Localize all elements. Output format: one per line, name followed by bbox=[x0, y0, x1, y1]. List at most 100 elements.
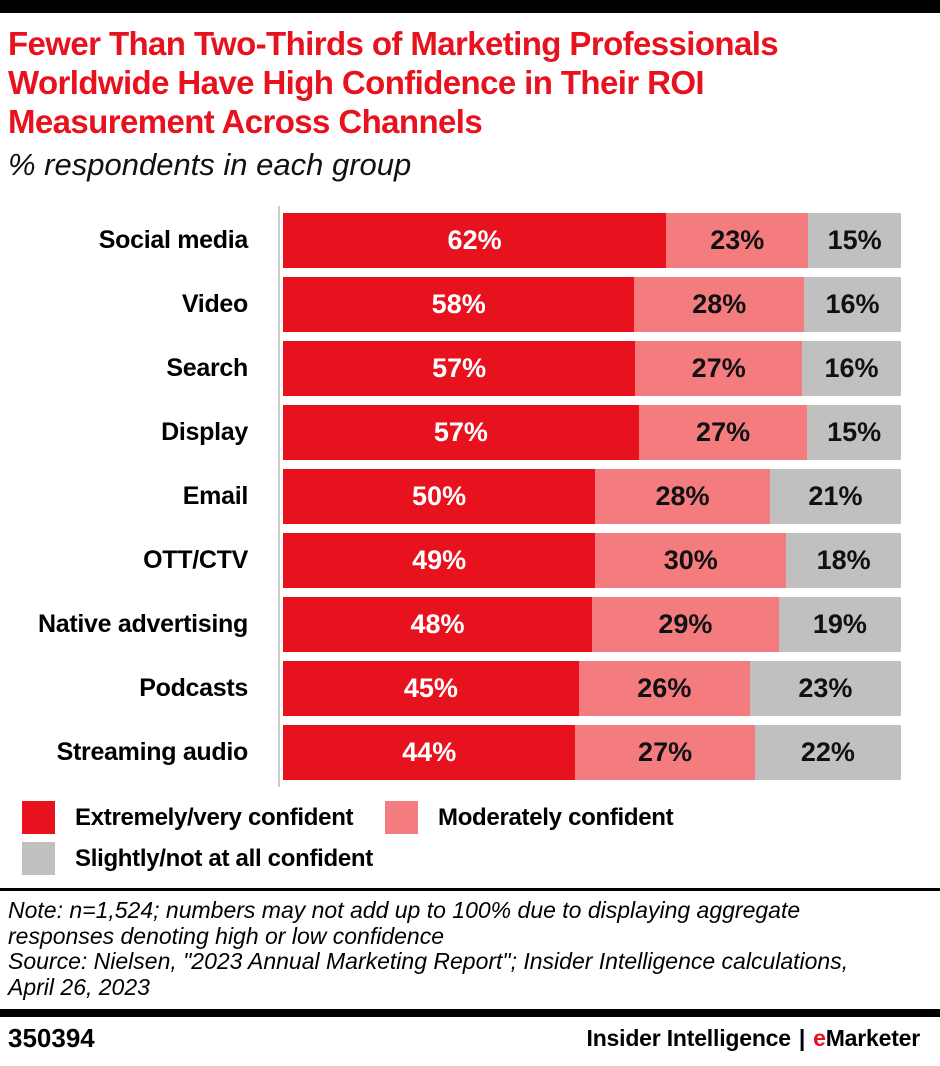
legend-swatch-pink bbox=[385, 801, 418, 834]
legend-label: Slightly/not at all confident bbox=[75, 844, 373, 872]
value-label: 18% bbox=[816, 545, 871, 575]
category-label: OTT/CTV bbox=[143, 546, 248, 574]
bar-row: Social media 62% 23% 15% bbox=[0, 213, 940, 268]
category-label: Email bbox=[182, 482, 249, 510]
bar-segment-low-confidence: 22% bbox=[754, 725, 901, 780]
value-label: 15% bbox=[827, 225, 882, 255]
stacked-bar: 49% 30% 18% bbox=[283, 533, 901, 588]
brand-separator: | bbox=[798, 1025, 806, 1051]
bar-row: Email 50% 28% 21% bbox=[0, 469, 940, 524]
value-label: 15% bbox=[827, 417, 882, 447]
bar-segment-low-confidence: 15% bbox=[808, 213, 901, 268]
brand-insider-intelligence: Insider Intelligence bbox=[586, 1025, 792, 1051]
category-label: Search bbox=[166, 354, 248, 382]
bar-row: Video 58% 28% 16% bbox=[0, 277, 940, 332]
bar-segment-high-confidence: 44% bbox=[283, 725, 576, 780]
bar-row: Streaming audio 44% 27% 22% bbox=[0, 725, 940, 780]
value-label: 49% bbox=[412, 545, 467, 575]
bar-segment-moderate-confidence: 26% bbox=[578, 661, 750, 716]
value-label: 57% bbox=[433, 417, 488, 447]
legend-label: Extremely/very confident bbox=[75, 803, 354, 831]
bar-segment-moderate-confidence: 28% bbox=[595, 469, 770, 524]
stacked-bar: 57% 27% 15% bbox=[283, 405, 901, 460]
bar-segment-moderate-confidence: 30% bbox=[595, 533, 787, 588]
value-label: 22% bbox=[800, 737, 855, 767]
source-text: Source: Nielsen, "2023 Annual Marketing … bbox=[8, 948, 849, 974]
bar-segment-moderate-confidence: 23% bbox=[666, 213, 809, 268]
bar-segment-high-confidence: 57% bbox=[283, 405, 639, 460]
footer-divider-bar bbox=[0, 1009, 940, 1017]
stacked-bar: 58% 28% 16% bbox=[283, 277, 901, 332]
category-label: Social media bbox=[98, 226, 249, 254]
note-source-text: Note: n=1,524; numbers may not add up to… bbox=[0, 891, 940, 1000]
legend-item-moderate-confidence: Moderately confident bbox=[385, 801, 674, 834]
legend-label: Moderately confident bbox=[438, 803, 674, 831]
stacked-bar-chart: Social media 62% 23% 15% Video 58% 28% 16% Searc… bbox=[0, 206, 940, 787]
brand-emarketer-e: e bbox=[813, 1025, 826, 1051]
category-label: Podcasts bbox=[139, 674, 248, 702]
legend-item-high-confidence: Extremely/very confident bbox=[22, 801, 385, 834]
category-label: Streaming audio bbox=[56, 738, 249, 766]
bar-segment-high-confidence: 45% bbox=[283, 661, 579, 716]
brand-emarketer-rest: Marketer bbox=[825, 1025, 920, 1051]
bar-segment-low-confidence: 15% bbox=[807, 405, 901, 460]
value-label: 27% bbox=[691, 353, 746, 383]
value-label: 19% bbox=[812, 609, 867, 639]
bar-segment-moderate-confidence: 27% bbox=[638, 405, 808, 460]
value-label: 27% bbox=[638, 737, 693, 767]
legend-swatch-red bbox=[22, 801, 55, 834]
value-label: 57% bbox=[432, 353, 487, 383]
value-label: 45% bbox=[403, 673, 458, 703]
bar-segment-moderate-confidence: 27% bbox=[635, 341, 803, 396]
bar-row: OTT/CTV 49% 30% 18% bbox=[0, 533, 940, 588]
value-label: 23% bbox=[710, 225, 765, 255]
bar-segment-high-confidence: 49% bbox=[283, 533, 596, 588]
value-label: 27% bbox=[696, 417, 751, 447]
value-label: 50% bbox=[412, 481, 467, 511]
page-subtitle: % respondents in each group bbox=[8, 147, 412, 182]
bar-segment-high-confidence: 57% bbox=[283, 341, 636, 396]
value-label: 29% bbox=[658, 609, 713, 639]
bar-segment-low-confidence: 21% bbox=[769, 469, 901, 524]
bar-segment-high-confidence: 58% bbox=[283, 277, 635, 332]
page-title-line: Fewer Than Two-Thirds of Marketing Profe… bbox=[8, 25, 779, 62]
y-axis-line bbox=[278, 206, 280, 787]
bar-segment-low-confidence: 19% bbox=[778, 597, 901, 652]
note-text: Note: n=1,524; numbers may not add up to… bbox=[8, 897, 801, 923]
stacked-bar: 44% 27% 22% bbox=[283, 725, 901, 780]
value-label: 16% bbox=[825, 289, 880, 319]
bar-row: Search 57% 27% 16% bbox=[0, 341, 940, 396]
bar-segment-high-confidence: 62% bbox=[283, 213, 667, 268]
value-label: 26% bbox=[637, 673, 692, 703]
bar-segment-high-confidence: 50% bbox=[283, 469, 596, 524]
brand-lockup: Insider Intelligence | eMarketer bbox=[586, 1025, 921, 1052]
bar-segment-moderate-confidence: 29% bbox=[592, 597, 779, 652]
page-title-line: Worldwide Have High Confidence in Their … bbox=[8, 64, 705, 101]
value-label: 28% bbox=[692, 289, 747, 319]
bar-segment-moderate-confidence: 27% bbox=[575, 725, 755, 780]
legend-row: Slightly/not at all confident bbox=[22, 842, 940, 875]
legend-item-low-confidence: Slightly/not at all confident bbox=[22, 842, 373, 875]
chart-legend: Extremely/very confident Moderately conf… bbox=[22, 801, 940, 875]
category-label: Display bbox=[161, 418, 248, 446]
top-divider-bar bbox=[0, 0, 940, 13]
page-title-line: Measurement Across Channels bbox=[8, 103, 483, 140]
value-label: 62% bbox=[447, 225, 502, 255]
stacked-bar: 57% 27% 16% bbox=[283, 341, 901, 396]
category-label: Native advertising bbox=[38, 610, 248, 638]
bar-segment-low-confidence: 18% bbox=[786, 533, 901, 588]
note-text: responses denoting high or low confidenc… bbox=[8, 922, 445, 949]
bar-rows: Social media 62% 23% 15% Video 58% 28% 16% Searc… bbox=[0, 213, 940, 780]
bar-segment-low-confidence: 23% bbox=[749, 661, 901, 716]
value-label: 30% bbox=[663, 545, 718, 575]
source-text: April 26, 2023 bbox=[8, 973, 150, 1000]
bar-segment-low-confidence: 16% bbox=[802, 341, 901, 396]
legend-row: Extremely/very confident Moderately conf… bbox=[22, 801, 940, 834]
stacked-bar: 62% 23% 15% bbox=[283, 213, 901, 268]
value-label: 23% bbox=[798, 673, 853, 703]
chart-id: 350394 bbox=[8, 1023, 95, 1053]
value-label: 16% bbox=[824, 353, 879, 383]
stacked-bar: 50% 28% 21% bbox=[283, 469, 901, 524]
value-label: 44% bbox=[402, 737, 457, 767]
value-label: 58% bbox=[431, 289, 486, 319]
